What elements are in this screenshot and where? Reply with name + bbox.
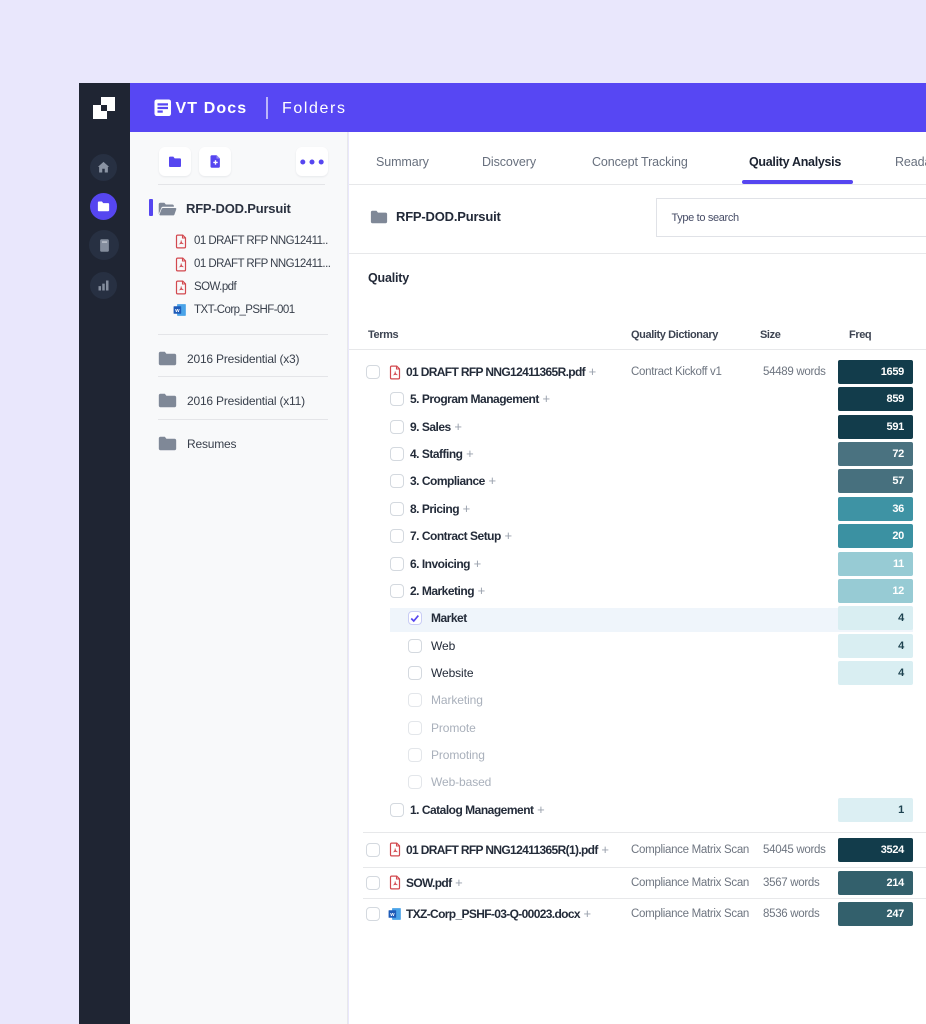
svg-text:w: w	[174, 308, 180, 314]
svg-text:w: w	[389, 912, 395, 918]
